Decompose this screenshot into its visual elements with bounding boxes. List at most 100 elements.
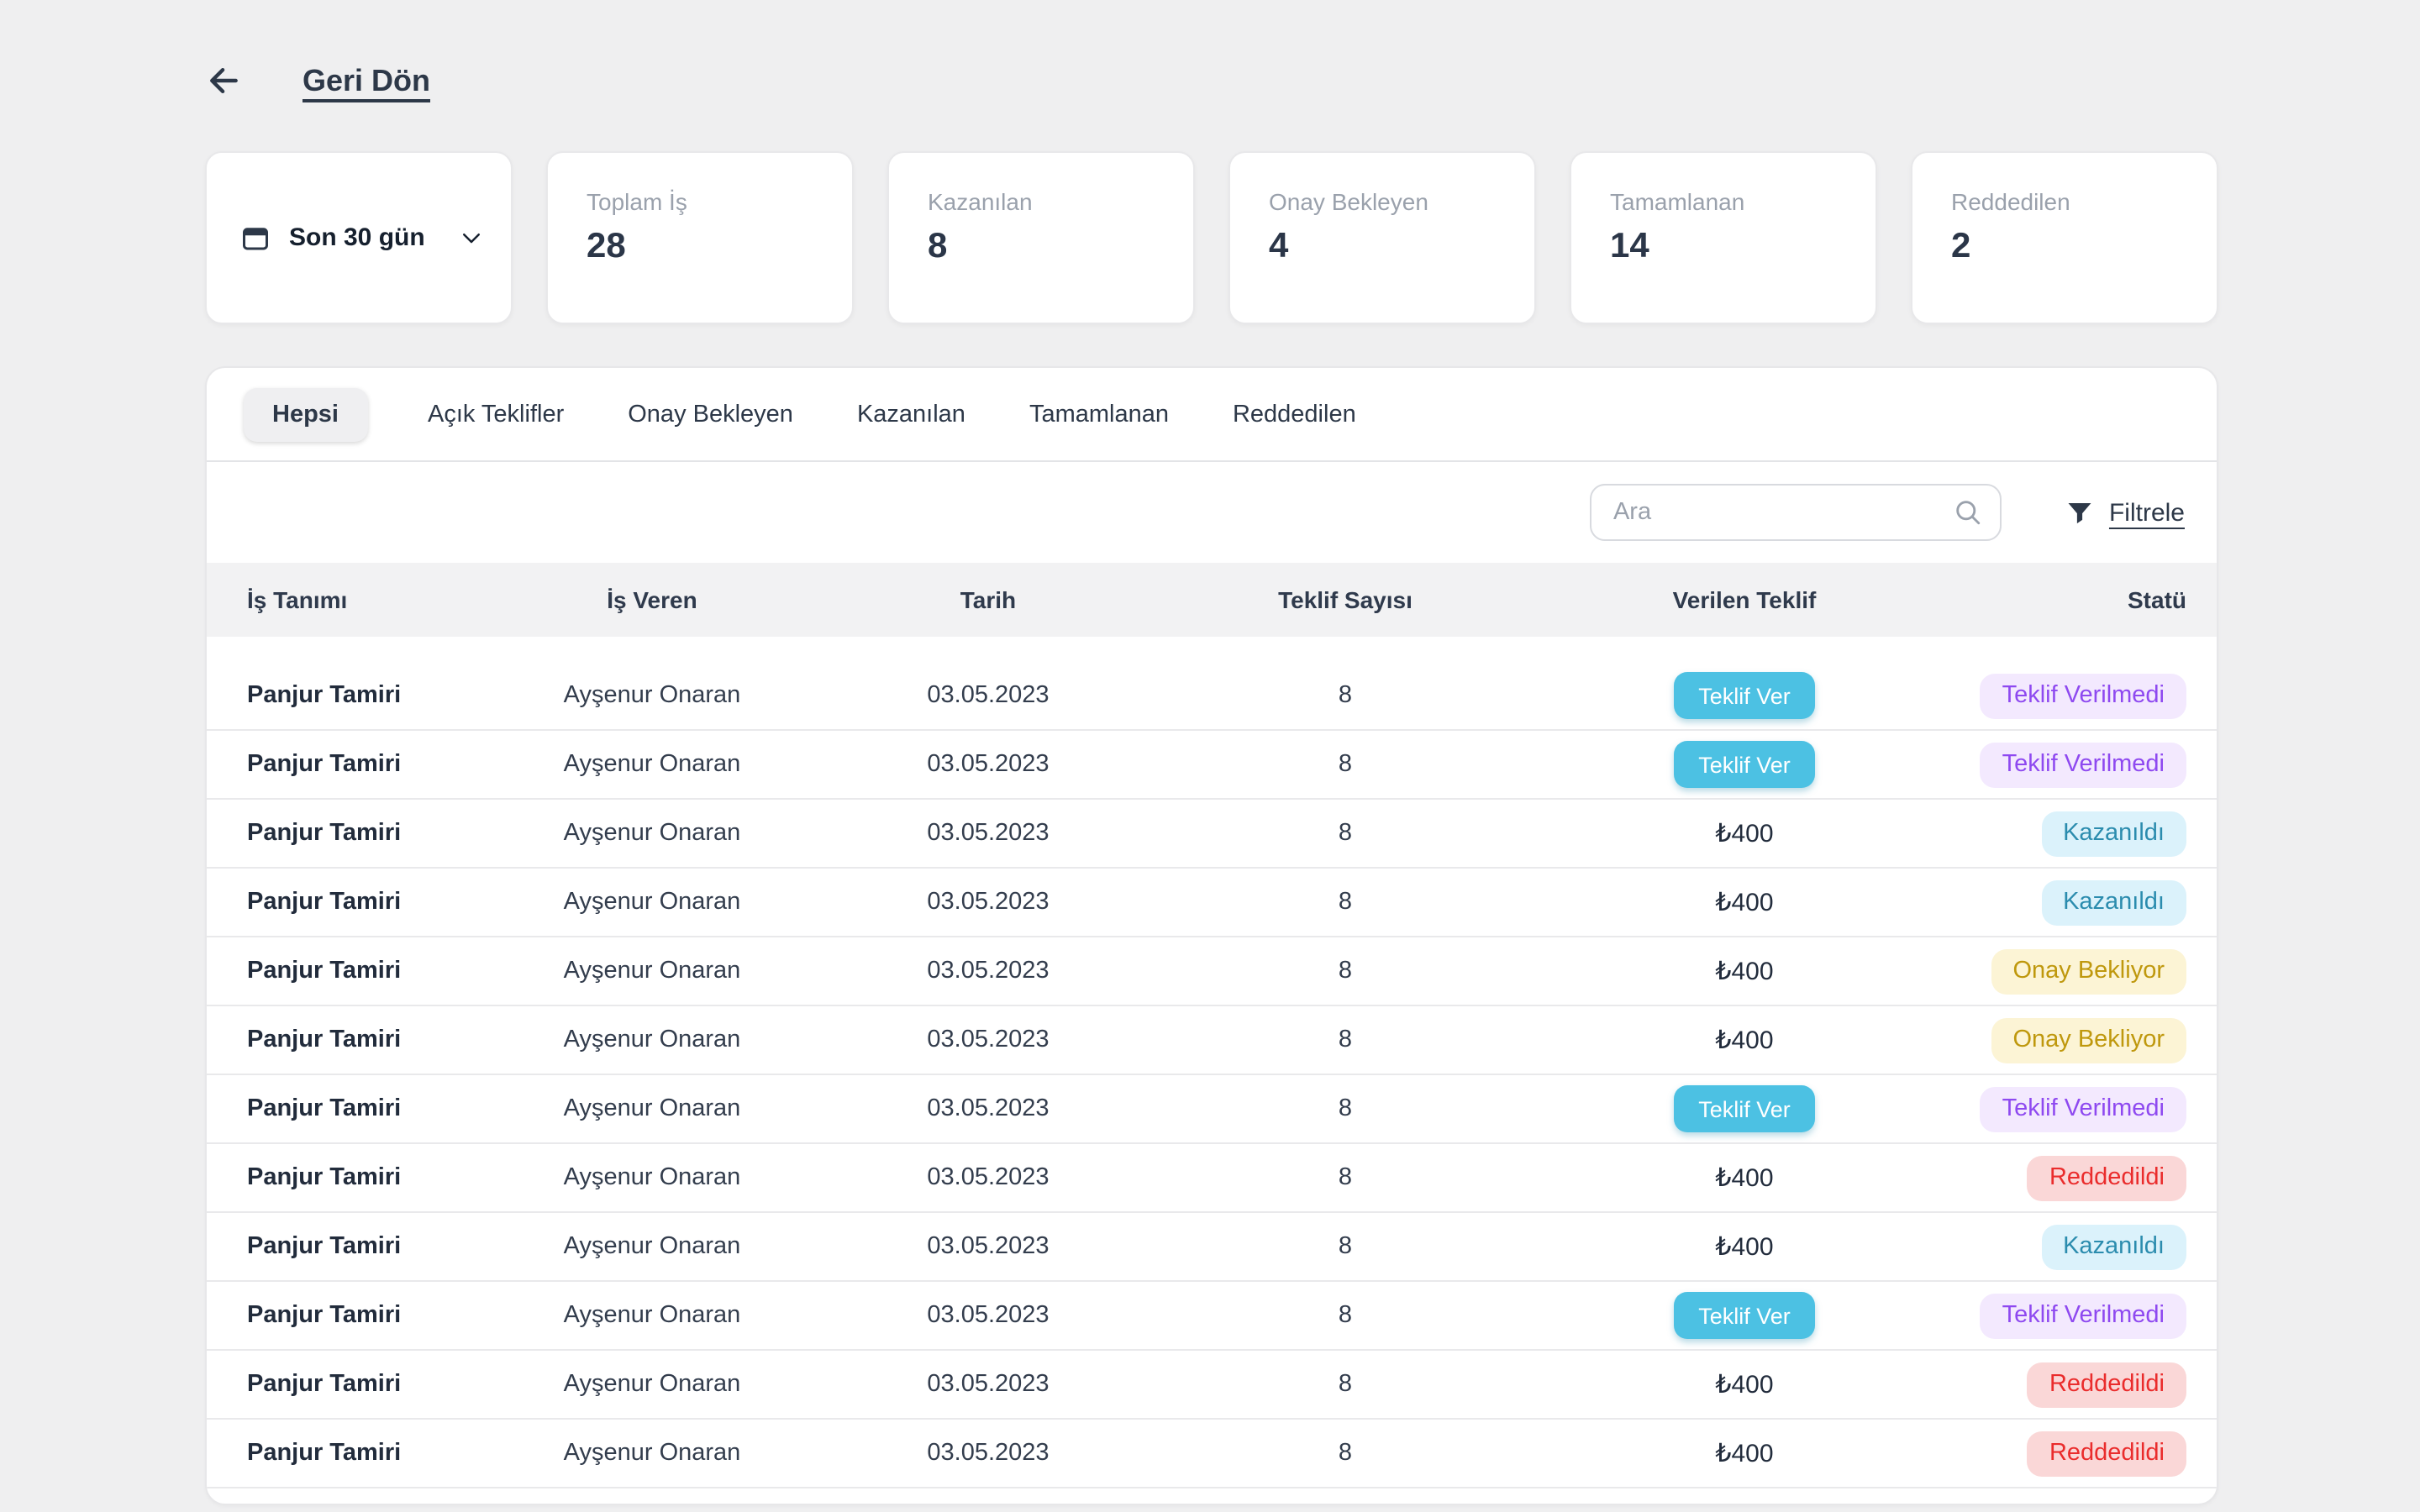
offer-button[interactable]: Teklif Ver bbox=[1673, 1085, 1816, 1132]
status-cell: Onay Bekliyor bbox=[1954, 948, 2217, 994]
back-row: Geri Dön bbox=[205, 62, 430, 99]
table-header: İş Tanımı İş Veren Tarih Teklif Sayısı V… bbox=[207, 563, 2217, 637]
offer-count-cell: 8 bbox=[1338, 1233, 1353, 1260]
offer-cell: ₺400 bbox=[1534, 956, 1954, 986]
job-title-cell: Panjur Tamiri bbox=[247, 1371, 402, 1398]
date-cell: 03.05.2023 bbox=[927, 889, 1050, 916]
date-cell: 03.05.2023 bbox=[927, 1164, 1050, 1191]
tab-reddedilen[interactable]: Reddedilen bbox=[1229, 387, 1360, 441]
status-cell: Teklif Verilmedi bbox=[1954, 1086, 2217, 1131]
status-cell: Kazanıldı bbox=[1954, 1224, 2217, 1269]
table-body: Panjur Tamiri Ayşenur Onaran 03.05.2023 … bbox=[207, 662, 2217, 1488]
column-header-offer: Verilen Teklif bbox=[1672, 586, 1817, 613]
tab-açık-teklifler[interactable]: Açık Teklifler bbox=[424, 387, 567, 441]
column-header-date: Tarih bbox=[960, 586, 1017, 613]
status-cell: Reddedildi bbox=[1954, 1155, 2217, 1200]
employer-cell: Ayşenur Onaran bbox=[563, 1164, 741, 1191]
offer-cell: ₺400 bbox=[1534, 1438, 1954, 1468]
tabs-bar: Hepsi Açık Teklifler Onay Bekleyen Kazanıla… bbox=[207, 368, 2217, 462]
column-header-offer-count: Teklif Sayısı bbox=[1278, 586, 1413, 613]
stat-card-value: 14 bbox=[1610, 227, 1649, 265]
date-cell: 03.05.2023 bbox=[927, 751, 1050, 778]
column-header-job: İş Tanımı bbox=[247, 586, 348, 613]
table-body-spacer bbox=[207, 637, 2217, 662]
employer-cell: Ayşenur Onaran bbox=[563, 1371, 741, 1398]
offer-count-cell: 8 bbox=[1338, 1026, 1353, 1053]
job-title-cell: Panjur Tamiri bbox=[247, 820, 402, 847]
back-arrow-icon[interactable] bbox=[205, 62, 242, 99]
tab-kazanılan[interactable]: Kazanılan bbox=[854, 387, 969, 441]
status-badge: Reddedildi bbox=[2027, 1431, 2186, 1476]
offer-amount: ₺400 bbox=[1715, 1164, 1774, 1193]
job-title-cell: Panjur Tamiri bbox=[247, 1302, 402, 1329]
employer-cell: Ayşenur Onaran bbox=[563, 889, 741, 916]
table-row: Panjur Tamiri Ayşenur Onaran 03.05.2023 … bbox=[207, 1006, 2217, 1075]
offer-amount: ₺400 bbox=[1715, 1440, 1774, 1468]
stat-card-value: 4 bbox=[1269, 227, 1289, 265]
table-row: Panjur Tamiri Ayşenur Onaran 03.05.2023 … bbox=[207, 1144, 2217, 1213]
offer-amount: ₺400 bbox=[1715, 958, 1774, 986]
tab-tamamlanan[interactable]: Tamamlanan bbox=[1026, 387, 1172, 441]
job-title-cell: Panjur Tamiri bbox=[247, 751, 402, 778]
stat-card: Tamamlanan 14 bbox=[1570, 151, 1877, 324]
date-cell: 03.05.2023 bbox=[927, 1026, 1050, 1053]
offer-count-cell: 8 bbox=[1338, 958, 1353, 984]
filter-button[interactable]: Filtrele bbox=[2065, 498, 2185, 527]
offer-amount: ₺400 bbox=[1715, 1371, 1774, 1399]
table-row: Panjur Tamiri Ayşenur Onaran 03.05.2023 … bbox=[207, 1282, 2217, 1351]
job-title-cell: Panjur Tamiri bbox=[247, 1095, 402, 1122]
status-cell: Kazanıldı bbox=[1954, 811, 2217, 856]
offer-count-cell: 8 bbox=[1338, 1371, 1353, 1398]
stat-card: Reddedilen 2 bbox=[1911, 151, 2218, 324]
offer-cell: Teklif Ver bbox=[1534, 741, 1954, 788]
employer-cell: Ayşenur Onaran bbox=[563, 751, 741, 778]
date-cell: 03.05.2023 bbox=[927, 958, 1050, 984]
table-row: Panjur Tamiri Ayşenur Onaran 03.05.2023 … bbox=[207, 1213, 2217, 1282]
offer-cell: ₺400 bbox=[1534, 1025, 1954, 1055]
table-row: Panjur Tamiri Ayşenur Onaran 03.05.2023 … bbox=[207, 731, 2217, 800]
offer-cell: Teklif Ver bbox=[1534, 1085, 1954, 1132]
stat-card-label: Toplam İş bbox=[587, 188, 687, 215]
status-badge: Teklif Verilmedi bbox=[1980, 1293, 2186, 1338]
offer-button[interactable]: Teklif Ver bbox=[1673, 741, 1816, 788]
table-row: Panjur Tamiri Ayşenur Onaran 03.05.2023 … bbox=[207, 1075, 2217, 1144]
tab-hepsi[interactable]: Hepsi bbox=[244, 387, 367, 441]
employer-cell: Ayşenur Onaran bbox=[563, 1440, 741, 1467]
offer-button[interactable]: Teklif Ver bbox=[1673, 672, 1816, 719]
search-input[interactable] bbox=[1589, 484, 2002, 541]
job-title-cell: Panjur Tamiri bbox=[247, 682, 402, 709]
offer-button[interactable]: Teklif Ver bbox=[1673, 1292, 1816, 1339]
status-cell: Teklif Verilmedi bbox=[1954, 1293, 2217, 1338]
employer-cell: Ayşenur Onaran bbox=[563, 1095, 741, 1122]
status-badge: Kazanıldı bbox=[2041, 879, 2186, 925]
employer-cell: Ayşenur Onaran bbox=[563, 958, 741, 984]
status-badge: Kazanıldı bbox=[2041, 1224, 2186, 1269]
date-cell: 03.05.2023 bbox=[927, 1233, 1050, 1260]
tab-onay-bekleyen[interactable]: Onay Bekleyen bbox=[624, 387, 797, 441]
offer-count-cell: 8 bbox=[1338, 1302, 1353, 1329]
back-link[interactable]: Geri Dön bbox=[302, 63, 431, 97]
stat-card-label: Kazanılan bbox=[928, 188, 1033, 215]
offer-count-cell: 8 bbox=[1338, 1095, 1353, 1122]
stat-card-label: Reddedilen bbox=[1951, 188, 2070, 215]
employer-cell: Ayşenur Onaran bbox=[563, 1233, 741, 1260]
stat-card: Kazanılan 8 bbox=[887, 151, 1195, 324]
date-cell: 03.05.2023 bbox=[927, 1302, 1050, 1329]
offer-count-cell: 8 bbox=[1338, 820, 1353, 847]
offer-cell: ₺400 bbox=[1534, 818, 1954, 848]
calendar-icon bbox=[240, 223, 271, 253]
stat-card-label: Onay Bekleyen bbox=[1269, 188, 1428, 215]
date-cell: 03.05.2023 bbox=[927, 1440, 1050, 1467]
offer-amount: ₺400 bbox=[1715, 889, 1774, 917]
date-cell: 03.05.2023 bbox=[927, 1095, 1050, 1122]
offer-count-cell: 8 bbox=[1338, 682, 1353, 709]
offer-cell: Teklif Ver bbox=[1534, 1292, 1954, 1339]
job-title-cell: Panjur Tamiri bbox=[247, 958, 402, 984]
offer-cell: Teklif Ver bbox=[1534, 672, 1954, 719]
date-cell: 03.05.2023 bbox=[927, 682, 1050, 709]
offer-cell: ₺400 bbox=[1534, 1163, 1954, 1193]
date-range-selector[interactable]: Son 30 gün bbox=[205, 151, 513, 324]
status-cell: Teklif Verilmedi bbox=[1954, 742, 2217, 787]
filter-label: Filtrele bbox=[2108, 498, 2185, 527]
date-cell: 03.05.2023 bbox=[927, 820, 1050, 847]
